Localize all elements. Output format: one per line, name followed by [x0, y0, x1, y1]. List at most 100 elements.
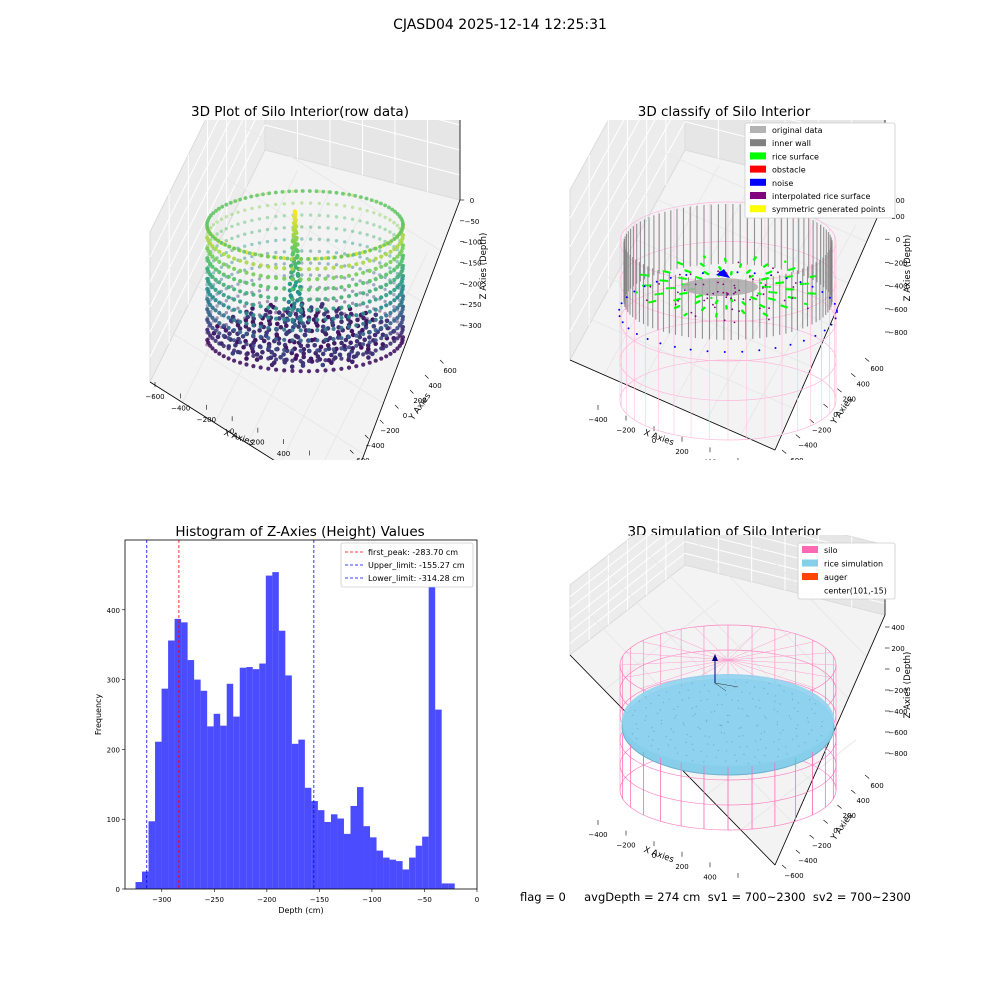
data-point	[361, 291, 366, 296]
data-point	[331, 326, 336, 331]
data-point	[343, 204, 347, 208]
data-point	[250, 306, 255, 311]
status-footer: flag = 0 avgDepth = 274 cm sv1 = 700~230…	[520, 890, 911, 904]
histogram-bar	[207, 726, 214, 889]
data-point	[238, 309, 243, 314]
data-point	[238, 279, 243, 284]
data-point	[298, 328, 303, 333]
silo-roof-line	[619, 659, 729, 666]
y-tick-label: 600	[443, 367, 456, 375]
data-point	[359, 195, 363, 199]
data-point	[379, 201, 383, 206]
silo-roof-line	[727, 652, 831, 661]
data-point	[211, 211, 216, 215]
data-point	[278, 256, 283, 260]
data-point	[240, 334, 246, 339]
data-point	[230, 212, 234, 217]
rice-surface-point	[768, 285, 771, 289]
rice-simulation-point	[714, 683, 716, 685]
data-point	[267, 309, 273, 315]
rice-simulation-point	[665, 691, 668, 693]
rice-simulation-point	[747, 715, 749, 718]
rice-simulation-point	[686, 733, 688, 736]
data-point	[260, 349, 265, 355]
interpolated-point	[777, 271, 779, 274]
data-point	[388, 341, 393, 346]
rice-simulation-point	[779, 732, 781, 734]
rice-simulation-point	[660, 723, 663, 725]
data-point	[315, 368, 320, 373]
data-point	[306, 257, 310, 261]
data-point	[244, 280, 249, 285]
data-point	[373, 297, 378, 302]
y-tick-tick	[781, 864, 787, 869]
data-point	[282, 238, 286, 242]
histogram-bar	[200, 690, 208, 889]
data-point	[346, 345, 352, 350]
rice-surface-point	[730, 299, 734, 303]
data-point	[378, 319, 384, 325]
data-point	[258, 283, 263, 288]
data-point	[323, 266, 328, 271]
data-point	[397, 292, 402, 297]
histogram-bar	[330, 814, 338, 889]
data-point	[246, 327, 252, 332]
rice-simulation-point	[688, 697, 690, 699]
interpolated-point	[694, 283, 697, 286]
noise-point	[701, 272, 704, 275]
rice-simulation-point	[670, 739, 672, 741]
data-point	[274, 347, 279, 352]
data-point	[395, 346, 400, 351]
data-point	[224, 215, 228, 219]
data-point	[387, 205, 391, 210]
data-point	[326, 214, 330, 218]
rice-simulation-point	[808, 733, 810, 735]
data-point	[244, 311, 249, 316]
x-tick-label: −200	[616, 842, 635, 850]
y-tick-label: 100	[107, 816, 120, 824]
data-point	[258, 263, 263, 268]
data-point	[210, 305, 215, 310]
rice-surface-point	[699, 262, 703, 265]
interpolated-point	[722, 283, 725, 286]
data-point	[300, 249, 304, 253]
data-point	[365, 233, 369, 237]
data-point	[282, 266, 287, 271]
data-point	[331, 337, 336, 342]
data-point	[367, 258, 372, 263]
data-point	[388, 314, 392, 318]
data-point	[274, 238, 278, 243]
legend-label: inner wall	[772, 139, 811, 148]
rice-simulation-point	[814, 712, 816, 715]
data-point	[331, 265, 336, 270]
data-point	[346, 304, 352, 309]
data-point	[267, 321, 273, 327]
x-axis-label: Depth (cm)	[278, 906, 323, 915]
data-point	[290, 368, 295, 373]
data-point	[317, 249, 322, 254]
histogram-bar	[142, 871, 149, 889]
z-tick-label: 200	[891, 213, 904, 221]
data-point	[300, 273, 304, 277]
z-tick-label: 0	[896, 666, 900, 674]
data-point	[275, 321, 280, 327]
data-point	[236, 294, 240, 298]
rice-simulation-point	[660, 719, 663, 722]
grid-line	[168, 330, 365, 455]
data-point	[290, 287, 295, 292]
data-point	[388, 270, 393, 275]
data-point	[397, 302, 402, 308]
data-point	[232, 266, 237, 271]
rice-simulation-point	[791, 738, 794, 741]
rice-simulation-point	[673, 708, 675, 710]
data-point	[373, 348, 378, 353]
rice-surface-point	[739, 263, 743, 266]
data-point	[388, 249, 393, 254]
data-point	[230, 236, 234, 241]
data-point	[282, 317, 287, 322]
data-point	[379, 305, 384, 310]
data-point	[221, 323, 226, 328]
rice-surface-point	[769, 270, 773, 273]
auger-arm	[714, 682, 727, 692]
data-point	[205, 297, 210, 302]
